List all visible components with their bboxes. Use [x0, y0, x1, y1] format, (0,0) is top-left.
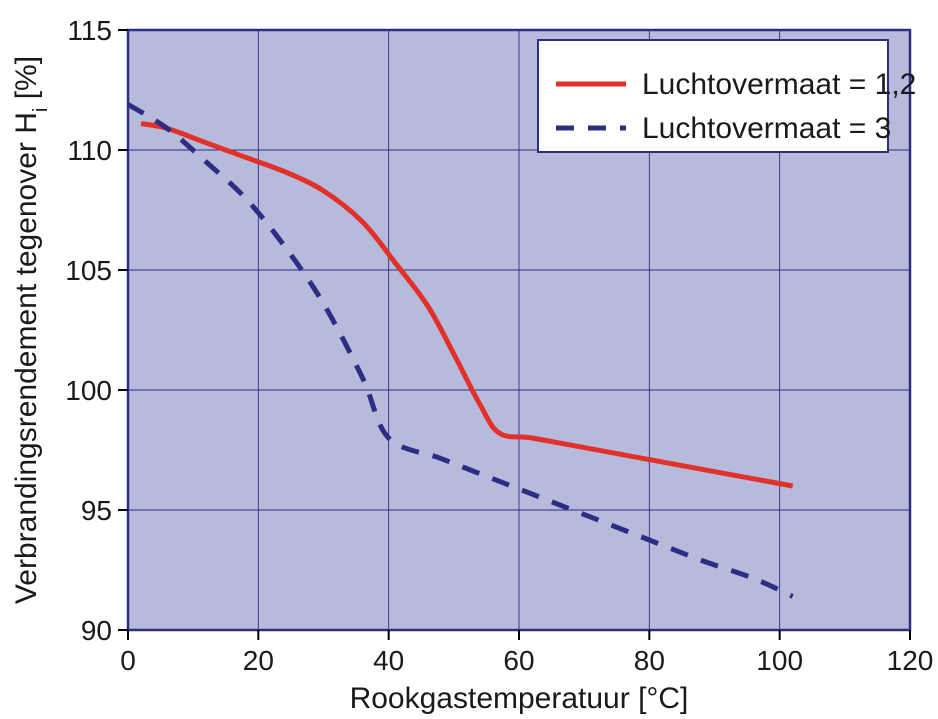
y-tick-label: 105 [65, 255, 112, 286]
x-axis-label: Rookgastemperatuur [°C] [350, 682, 689, 715]
y-tick-label: 95 [81, 495, 112, 526]
x-tick-label: 80 [634, 645, 665, 676]
y-tick-label: 90 [81, 615, 112, 646]
x-tick-label: 20 [243, 645, 274, 676]
y-tick-label: 110 [67, 135, 112, 166]
legend-label-0: Luchtovermaat = 1,2 [642, 68, 916, 101]
y-tick-label: 115 [67, 15, 112, 46]
y-axis-label-main: Verbrandingsrendement tegenover H [10, 112, 43, 604]
x-tick-label: 60 [503, 645, 534, 676]
combustion-efficiency-chart: 0 20 40 60 80 100 120 90 95 100 105 110 115 Luchtover… [0, 0, 938, 719]
x-tick-label: 120 [887, 645, 934, 676]
legend-label-1: Luchtovermaat = 3 [642, 112, 891, 145]
x-tick-label: 40 [373, 645, 404, 676]
x-tick-label: 100 [756, 645, 803, 676]
y-axis-label-unit: [%] [10, 56, 43, 108]
y-tick-label: 100 [65, 375, 112, 406]
x-tick-label: 0 [120, 645, 136, 676]
